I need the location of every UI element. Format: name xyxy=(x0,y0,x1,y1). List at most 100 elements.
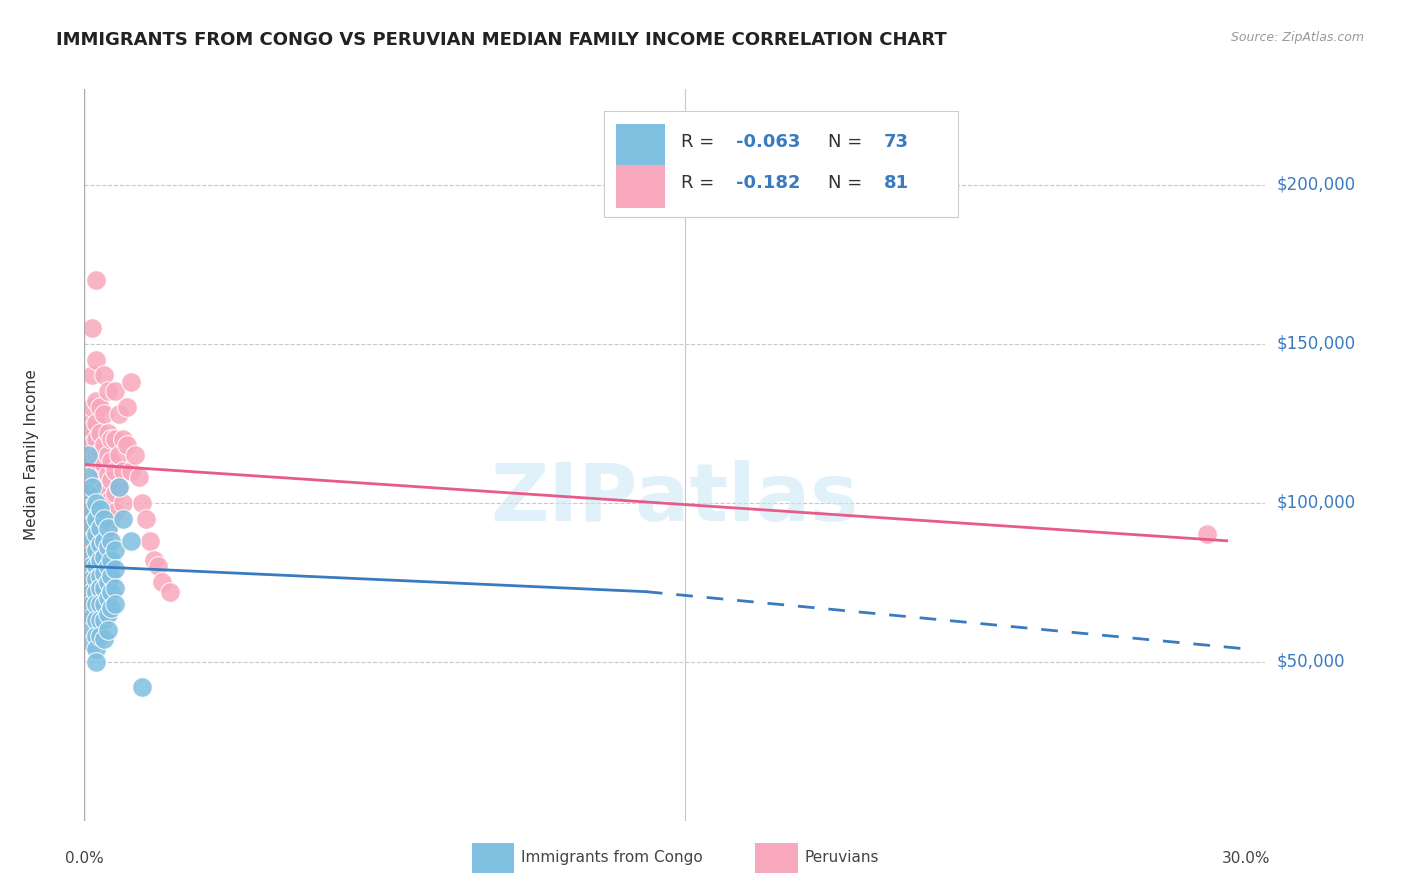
Point xyxy=(89,582,111,596)
Point xyxy=(84,584,107,599)
Point xyxy=(104,432,127,446)
Point xyxy=(82,401,104,415)
Point xyxy=(82,524,104,539)
Text: R =: R = xyxy=(681,133,720,151)
Point xyxy=(84,508,107,523)
Point xyxy=(97,540,120,554)
Point xyxy=(97,486,120,500)
Point xyxy=(77,517,100,532)
Point xyxy=(84,495,107,509)
Point xyxy=(82,623,104,637)
FancyBboxPatch shape xyxy=(755,843,797,873)
Point xyxy=(89,444,111,458)
Point xyxy=(124,448,146,462)
Point xyxy=(77,505,100,519)
Point xyxy=(93,407,115,421)
Point xyxy=(77,598,100,612)
Point xyxy=(139,533,162,548)
Point xyxy=(1197,527,1219,541)
Text: N =: N = xyxy=(828,133,869,151)
Point xyxy=(82,320,104,334)
Point xyxy=(89,464,111,478)
Point xyxy=(97,575,120,590)
Point xyxy=(100,553,122,567)
Point xyxy=(108,448,131,462)
Point xyxy=(93,438,115,452)
Point xyxy=(115,401,138,415)
Point xyxy=(82,547,104,561)
Point xyxy=(93,613,115,627)
Point xyxy=(84,393,107,408)
Point xyxy=(97,559,120,574)
FancyBboxPatch shape xyxy=(616,164,665,208)
Point xyxy=(84,495,107,509)
Text: Immigrants from Congo: Immigrants from Congo xyxy=(522,850,703,865)
Point xyxy=(131,495,153,509)
Point xyxy=(84,543,107,558)
Point xyxy=(146,559,169,574)
Point xyxy=(150,575,173,590)
Text: 0.0%: 0.0% xyxy=(65,851,104,866)
Point xyxy=(89,480,111,494)
Point xyxy=(84,559,107,574)
Point xyxy=(77,502,100,516)
Point xyxy=(77,531,100,545)
Point xyxy=(100,511,122,525)
Point xyxy=(82,486,104,500)
Point xyxy=(120,533,142,548)
Point xyxy=(100,432,122,446)
Point xyxy=(84,352,107,367)
Point xyxy=(104,582,127,596)
Point xyxy=(84,629,107,643)
Point xyxy=(120,375,142,389)
Point xyxy=(82,533,104,548)
Point xyxy=(82,572,104,586)
Text: -0.182: -0.182 xyxy=(737,174,801,192)
Point xyxy=(97,425,120,440)
Point xyxy=(77,547,100,561)
Point xyxy=(97,623,120,637)
Point xyxy=(82,368,104,383)
Point xyxy=(84,480,107,494)
Point xyxy=(97,467,120,481)
Point xyxy=(84,273,107,287)
Point xyxy=(89,495,111,509)
Point xyxy=(97,505,120,519)
Point xyxy=(77,572,100,586)
Point xyxy=(104,598,127,612)
Point xyxy=(77,448,100,462)
Point xyxy=(97,448,120,462)
Point xyxy=(82,499,104,513)
Point xyxy=(100,533,122,548)
Text: $100,000: $100,000 xyxy=(1277,493,1355,512)
Point xyxy=(82,438,104,452)
Point xyxy=(97,607,120,621)
Point xyxy=(108,407,131,421)
Point xyxy=(77,533,100,548)
Point xyxy=(100,474,122,488)
Point xyxy=(77,448,100,462)
Point xyxy=(82,584,104,599)
Point xyxy=(93,476,115,491)
Point xyxy=(93,368,115,383)
Point xyxy=(77,464,100,478)
Point xyxy=(84,448,107,462)
Point xyxy=(128,470,150,484)
Point xyxy=(82,598,104,612)
FancyBboxPatch shape xyxy=(605,112,959,218)
Point xyxy=(104,486,127,500)
Text: R =: R = xyxy=(681,174,720,192)
Text: 81: 81 xyxy=(884,174,910,192)
Point xyxy=(100,568,122,582)
Text: $150,000: $150,000 xyxy=(1277,334,1355,352)
Point xyxy=(104,505,127,519)
Point xyxy=(104,384,127,399)
Text: 30.0%: 30.0% xyxy=(1222,851,1270,866)
Point xyxy=(93,566,115,580)
Point xyxy=(93,458,115,472)
Point xyxy=(112,464,135,478)
Point xyxy=(93,582,115,596)
Point xyxy=(97,384,120,399)
Text: Median Family Income: Median Family Income xyxy=(24,369,39,541)
Point xyxy=(84,655,107,669)
